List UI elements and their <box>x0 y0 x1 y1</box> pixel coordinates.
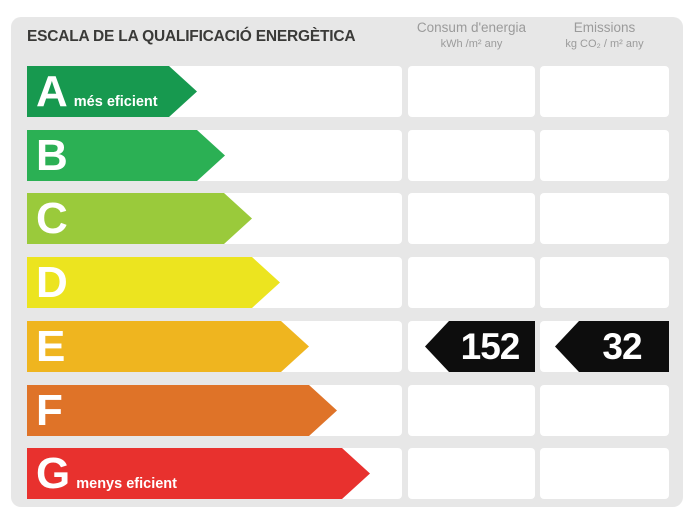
rating-row: C <box>11 193 683 244</box>
consum-cell <box>408 385 535 436</box>
rating-letter: G <box>36 449 70 498</box>
emissions-cell <box>540 257 669 308</box>
rating-row: F <box>11 385 683 436</box>
column-header-consum: Consum d'energia kWh /m² any <box>408 19 535 52</box>
consum-cell <box>408 448 535 499</box>
rating-arrow: B <box>27 130 225 181</box>
rating-arrow: D <box>27 257 280 308</box>
rating-caption: menys eficient <box>76 476 177 492</box>
consum-cell: 152 <box>408 321 535 372</box>
column-header-emissions: Emissions kg CO₂ / m² any <box>540 19 669 52</box>
rating-arrow: A més eficient <box>27 66 197 117</box>
consum-cell <box>408 66 535 117</box>
rating-row: A més eficient <box>11 66 683 117</box>
rating-letter: A <box>36 67 67 116</box>
emissions-column-title: Emissions <box>573 20 636 35</box>
emissions-cell <box>540 130 669 181</box>
rating-row: B <box>11 130 683 181</box>
rating-letter: C <box>36 194 67 243</box>
rating-row: 152 32 E <box>11 321 683 372</box>
consum-value-text: 152 <box>460 325 521 367</box>
emissions-cell <box>540 385 669 436</box>
emissions-cell: 32 <box>540 321 669 372</box>
rating-row: G menys eficient <box>11 448 683 499</box>
rating-arrow: C <box>27 193 252 244</box>
consum-cell <box>408 257 535 308</box>
rating-letter: D <box>36 258 67 307</box>
emissions-value-marker: 32 <box>555 321 669 372</box>
emissions-column-unit: kg CO₂ / m² any <box>565 38 644 50</box>
consum-column-unit: kWh /m² any <box>440 38 503 50</box>
rating-arrow: E <box>27 321 309 372</box>
emissions-cell <box>540 193 669 244</box>
scale-title: ESCALA DE LA QUALIFICACIÓ ENERGÈTICA <box>27 28 356 45</box>
consum-column-title: Consum d'energia <box>416 20 527 35</box>
emissions-value-text: 32 <box>602 325 642 367</box>
emissions-cell <box>540 448 669 499</box>
consum-cell <box>408 193 535 244</box>
rating-letter: E <box>36 322 65 371</box>
consum-cell <box>408 130 535 181</box>
rating-letter: B <box>36 131 67 180</box>
rating-arrow: F <box>27 385 337 436</box>
rating-row: D <box>11 257 683 308</box>
rating-arrow: G menys eficient <box>27 448 370 499</box>
rating-caption: més eficient <box>73 94 158 110</box>
consum-value-marker: 152 <box>425 321 535 372</box>
rating-letter: F <box>36 386 62 435</box>
emissions-cell <box>540 66 669 117</box>
energy-scale-panel: ESCALA DE LA QUALIFICACIÓ ENERGÈTICA Con… <box>11 17 683 507</box>
